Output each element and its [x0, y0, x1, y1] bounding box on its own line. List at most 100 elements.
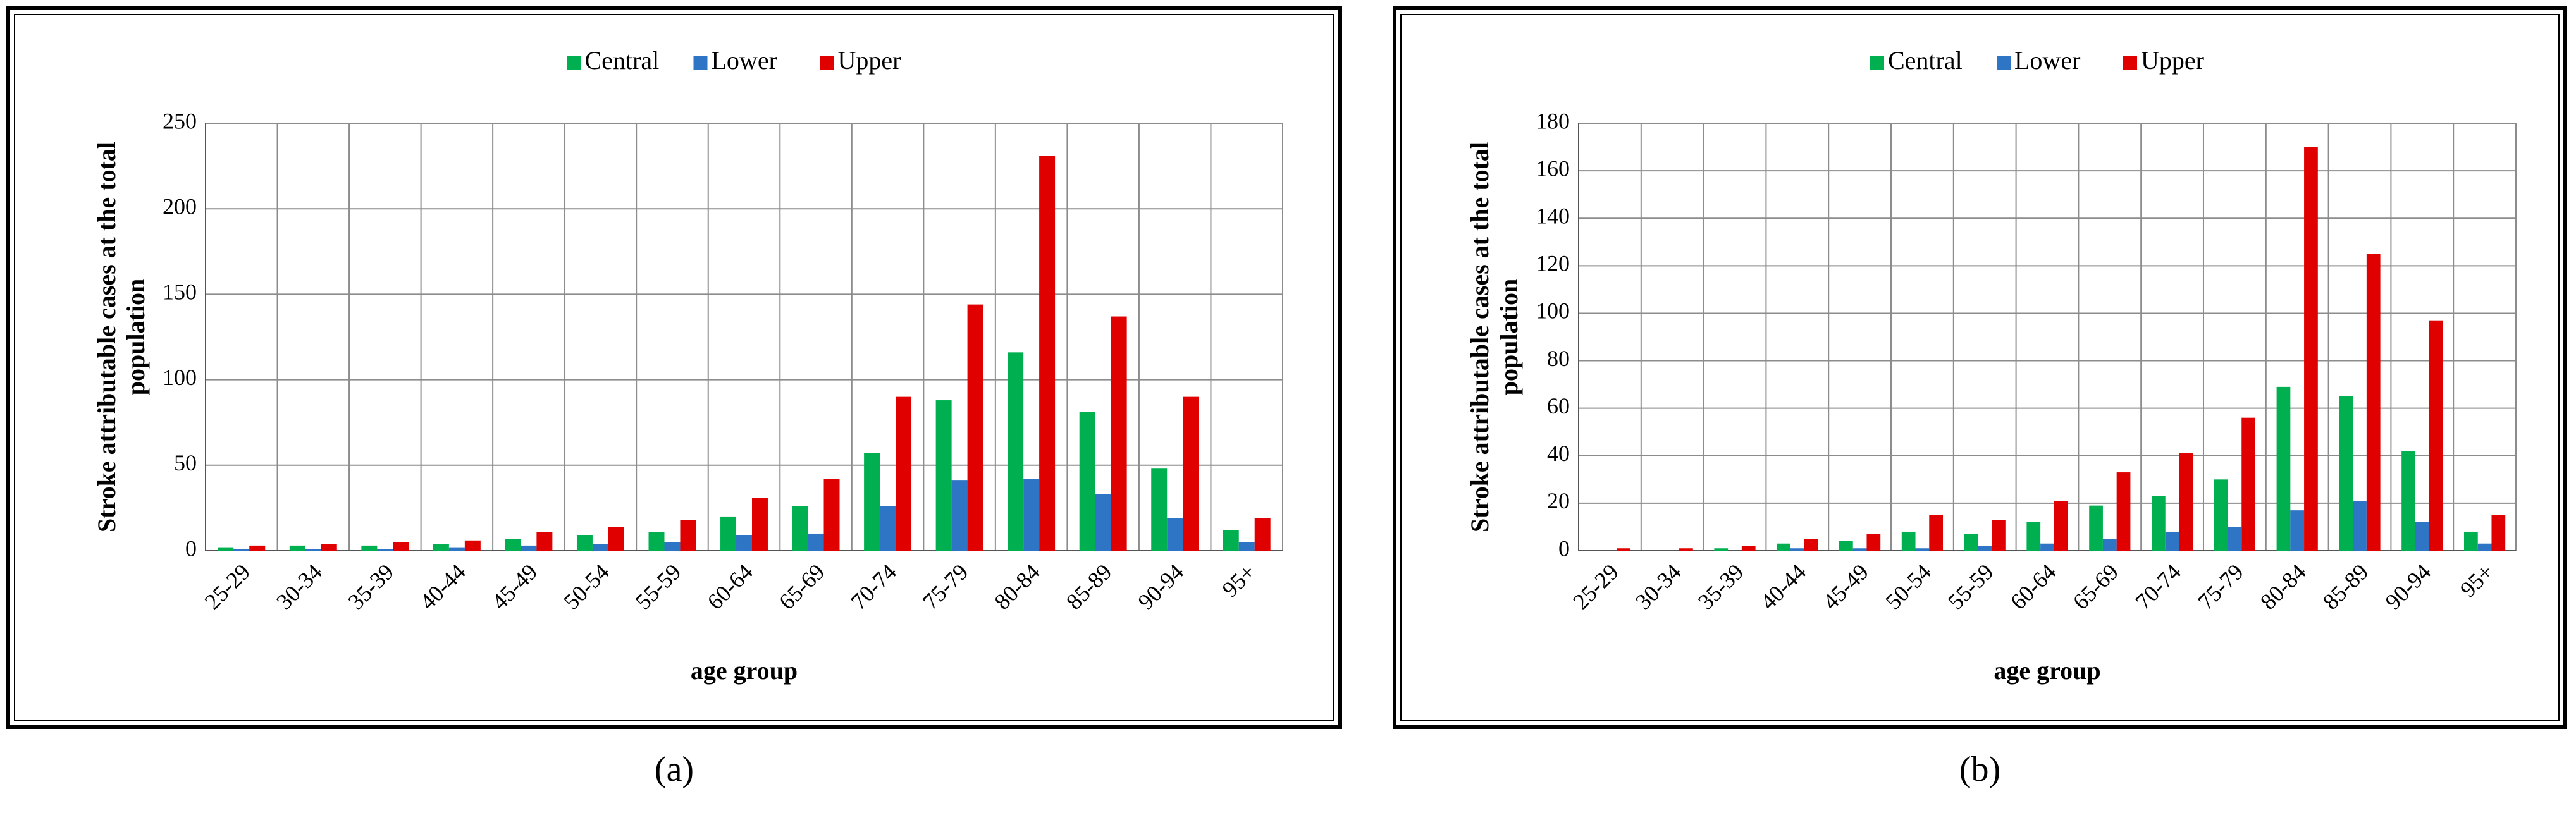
bar: [448, 547, 465, 551]
legend-label: Central: [585, 46, 660, 75]
x-tick-label: 65-69: [2068, 559, 2124, 615]
y-axis-title: Stroke attributable cases at the totalpo…: [1465, 142, 1523, 532]
bar: [2477, 543, 2492, 551]
y-tick-label: 0: [185, 535, 197, 561]
x-tick-label: 30-34: [271, 559, 327, 615]
bar: [1111, 316, 1127, 551]
x-tick-label: 65-69: [774, 559, 830, 615]
bar: [1852, 548, 1867, 551]
panel-label: (a): [655, 750, 694, 789]
x-tick-label: 75-79: [2193, 559, 2248, 615]
bar: [592, 544, 608, 551]
legend-swatch: [2123, 56, 2137, 70]
bar: [1741, 546, 1756, 551]
x-tick-label: 70-74: [2130, 559, 2186, 615]
x-tick-label: 55-59: [1943, 559, 1999, 615]
bar: [536, 532, 553, 551]
bar: [2366, 254, 2381, 551]
bar: [2214, 479, 2228, 551]
bar: [1901, 531, 1916, 551]
y-tick-label: 100: [1536, 298, 1570, 324]
bar: [2151, 496, 2166, 551]
bar: [1023, 479, 1040, 551]
bar: [2089, 505, 2103, 551]
y-tick-label: 250: [163, 108, 197, 133]
bar: [2040, 543, 2054, 551]
bar: [1992, 520, 2006, 551]
legend-swatch: [567, 56, 581, 70]
bar: [505, 539, 521, 551]
x-tick-label: 80-84: [989, 559, 1045, 615]
bar: [361, 545, 378, 551]
x-tick-label: 95+: [2455, 559, 2498, 602]
bar: [2165, 531, 2179, 551]
bar: [377, 549, 393, 551]
x-axis-title: age group: [691, 656, 798, 685]
y-axis-title-line: population: [121, 279, 150, 396]
bar: [608, 527, 624, 551]
bar: [2429, 320, 2443, 551]
x-tick-label: 60-64: [702, 559, 758, 615]
bar: [1964, 534, 1978, 551]
bar: [464, 540, 481, 551]
y-tick-label: 80: [1547, 346, 1570, 371]
x-tick-label: 90-94: [2381, 559, 2436, 615]
bar: [289, 545, 305, 551]
y-tick-label: 100: [163, 365, 197, 390]
y-tick-label: 120: [1536, 251, 1570, 276]
bar: [967, 304, 983, 551]
legend-swatch: [1870, 56, 1884, 70]
bar: [249, 545, 266, 551]
bar: [2116, 472, 2131, 551]
bar: [720, 516, 737, 551]
bar: [1978, 546, 1992, 551]
bar: [2276, 386, 2291, 551]
bar: [2353, 501, 2367, 551]
bar: [1790, 548, 1804, 551]
x-tick-label: 50-54: [1880, 559, 1936, 615]
bar: [576, 535, 593, 551]
outer-frame: [1393, 6, 2567, 729]
x-tick-label: 85-89: [1061, 559, 1117, 615]
bar: [2102, 539, 2117, 551]
bar: [305, 549, 321, 551]
inner-frame: [1400, 14, 2560, 721]
x-tick-label: 25-29: [200, 559, 256, 615]
legend-label: Upper: [2141, 46, 2204, 75]
bar: [2241, 417, 2256, 551]
bar: [1223, 530, 1239, 551]
y-axis-title-line: Stroke attributable cases at the total: [1465, 142, 1494, 532]
inner-frame: [14, 14, 1334, 721]
legend-label: Central: [1888, 46, 1963, 75]
y-tick-label: 50: [174, 450, 197, 475]
legend-swatch: [820, 56, 834, 70]
y-axis-title-line: Stroke attributable cases at the total: [92, 142, 121, 532]
x-tick-label: 95+: [1217, 559, 1260, 602]
bar: [1839, 541, 1853, 551]
legend-swatch: [693, 56, 708, 70]
x-tick-label: 25-29: [1568, 559, 1624, 615]
bar: [2463, 531, 2478, 551]
x-tick-label: 55-59: [631, 559, 686, 615]
x-tick-label: 30-34: [1630, 559, 1686, 615]
y-tick-label: 150: [163, 279, 197, 305]
outer-frame: [6, 6, 1342, 729]
x-tick-label: 35-39: [1693, 559, 1749, 615]
bar: [321, 544, 337, 551]
y-tick-label: 60: [1547, 393, 1570, 419]
bar: [2228, 527, 2242, 551]
bar: [808, 533, 824, 551]
bar: [935, 400, 952, 551]
bar: [1929, 515, 1944, 551]
bar: [218, 547, 234, 551]
bar: [2415, 522, 2429, 551]
bar: [1714, 548, 1729, 551]
x-tick-label: 40-44: [415, 559, 471, 615]
bar: [1039, 156, 1056, 551]
bar: [2290, 510, 2305, 551]
y-tick-label: 20: [1547, 488, 1570, 513]
y-tick-label: 160: [1536, 156, 1570, 181]
bar: [521, 545, 537, 551]
